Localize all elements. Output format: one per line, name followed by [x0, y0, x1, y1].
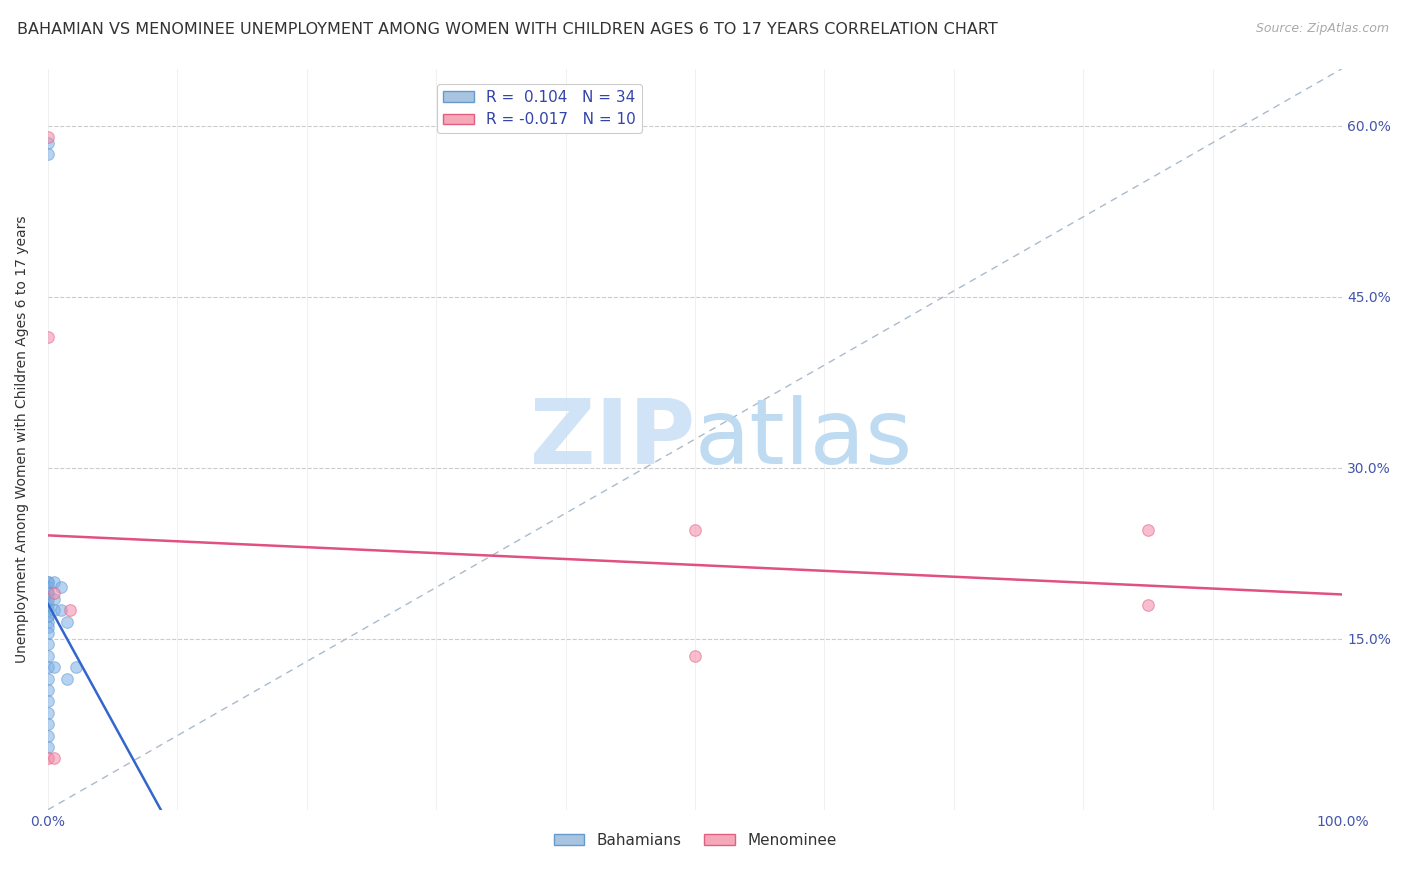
Point: [1137, 524, 1160, 538]
Point: [37, 729, 59, 743]
Point: [44, 591, 66, 606]
Point: [44, 660, 66, 674]
Point: [37, 574, 59, 589]
Point: [1137, 598, 1160, 612]
Legend: Bahamians, Menominee: Bahamians, Menominee: [547, 827, 842, 854]
Point: [49, 581, 72, 595]
Point: [683, 524, 706, 538]
Point: [37, 609, 59, 624]
Point: [44, 574, 66, 589]
Text: BAHAMIAN VS MENOMINEE UNEMPLOYMENT AMONG WOMEN WITH CHILDREN AGES 6 TO 17 YEARS : BAHAMIAN VS MENOMINEE UNEMPLOYMENT AMONG…: [17, 22, 998, 37]
Point: [65, 660, 87, 674]
Point: [37, 136, 59, 150]
Point: [37, 683, 59, 698]
Point: [37, 147, 59, 161]
Point: [37, 615, 59, 629]
Point: [37, 586, 59, 600]
Point: [44, 751, 66, 765]
Point: [59, 603, 82, 617]
Point: [37, 591, 59, 606]
Point: [37, 706, 59, 720]
Point: [37, 609, 59, 624]
Point: [56, 672, 79, 686]
Point: [37, 694, 59, 708]
Point: [49, 603, 72, 617]
Point: [37, 581, 59, 595]
Point: [37, 586, 59, 600]
Point: [683, 648, 706, 663]
Point: [37, 603, 59, 617]
Point: [37, 660, 59, 674]
Point: [37, 672, 59, 686]
Point: [37, 329, 59, 343]
Point: [37, 620, 59, 634]
Point: [37, 637, 59, 651]
Point: [44, 586, 66, 600]
Point: [37, 626, 59, 640]
Text: ZIP: ZIP: [530, 395, 695, 483]
Y-axis label: Unemployment Among Women with Children Ages 6 to 17 years: Unemployment Among Women with Children A…: [15, 215, 30, 663]
Point: [56, 615, 79, 629]
Point: [37, 598, 59, 612]
Point: [37, 740, 59, 755]
Point: [37, 648, 59, 663]
Point: [37, 751, 59, 765]
Point: [37, 574, 59, 589]
Point: [37, 717, 59, 731]
Point: [44, 603, 66, 617]
Text: Source: ZipAtlas.com: Source: ZipAtlas.com: [1256, 22, 1389, 36]
Text: atlas: atlas: [695, 395, 912, 483]
Point: [37, 130, 59, 145]
